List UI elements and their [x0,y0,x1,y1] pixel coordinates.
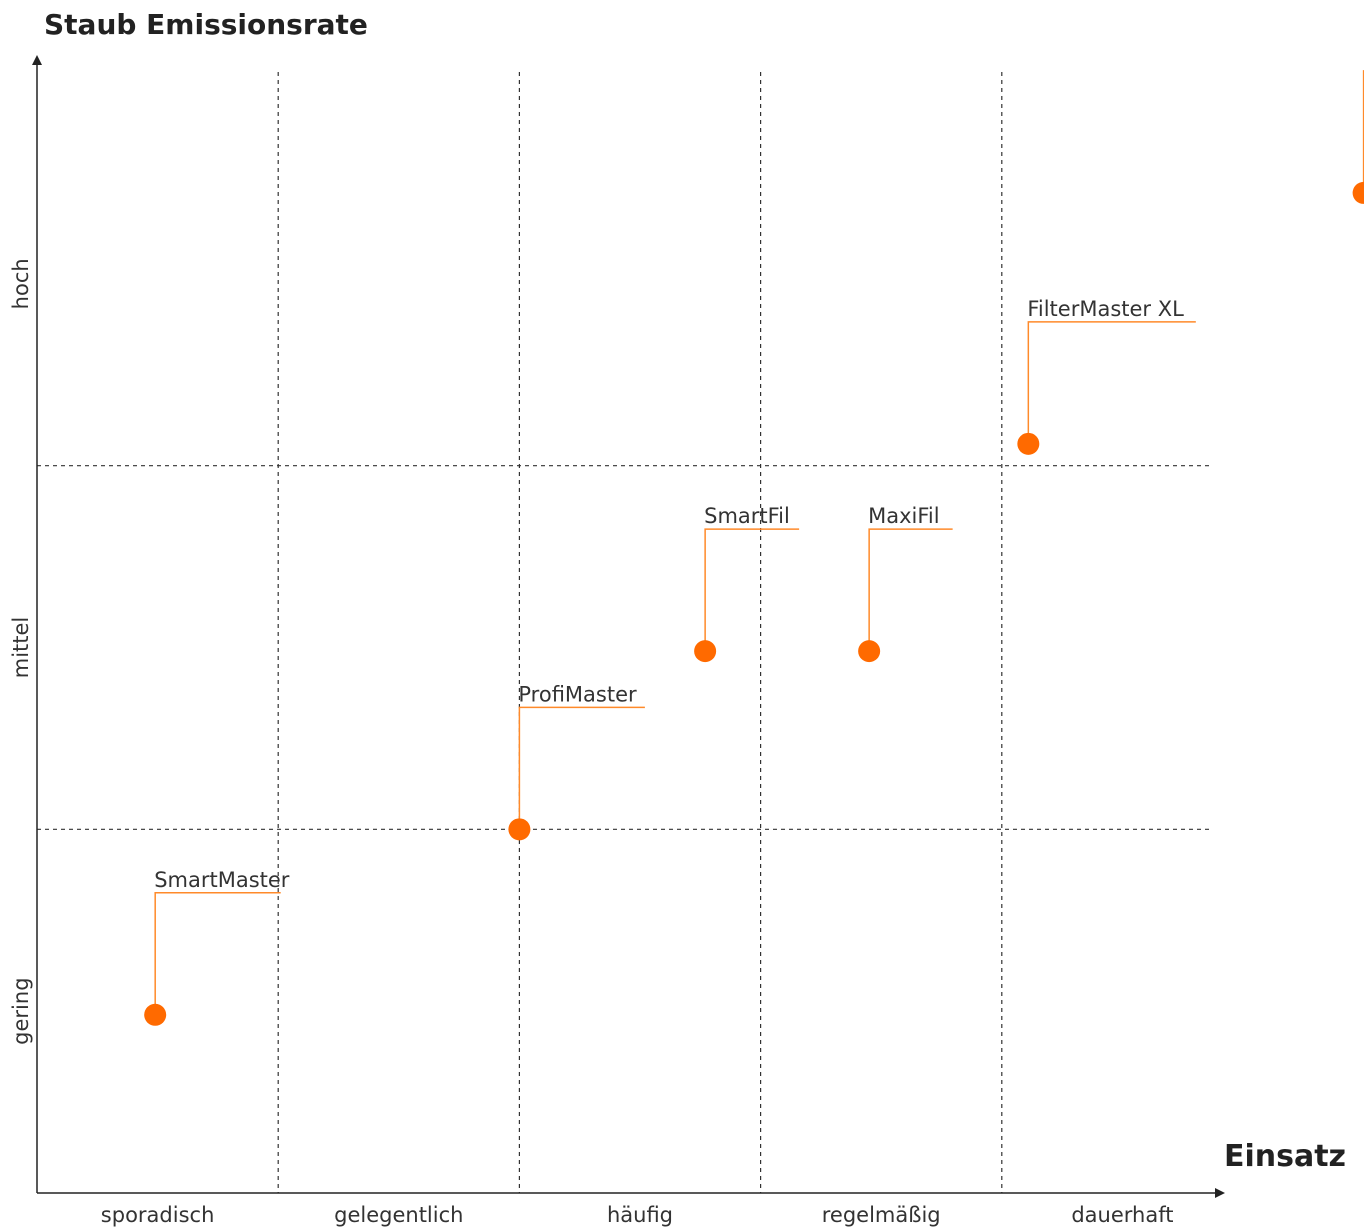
leader-line [868,528,953,652]
x-tick-label: dauerhaft [1071,1203,1173,1227]
leader-line [154,892,281,1015]
data-point-label: MaxiFil Clean [1363,46,1364,70]
x-tick-label: gelegentlich [334,1203,463,1227]
data-point-label: ProfiMaster [518,682,637,706]
data-point-label: MaxiFil [868,504,939,528]
data-points: SmartMaster ProfiMaster SmartFil MaxiFil Fil… [144,46,1364,1026]
leader-line [518,706,645,830]
data-point-label: FilterMaster XL [1027,297,1184,321]
x-tick-labels: sporadisch gelegentlich häufig regelmäßig da… [101,1203,1174,1227]
y-tick-label: mittel [9,617,33,679]
x-axis-title: Einsatz [1224,1139,1346,1174]
y-tick-label: gering [9,977,33,1044]
chart-title: Staub Emissionsrate [44,8,368,41]
leader-line [704,528,800,652]
data-point-label: SmartMaster [154,868,290,892]
leader-line [1027,321,1196,444]
x-tick-label: sporadisch [101,1203,215,1227]
x-tick-label: häufig [607,1203,673,1227]
data-point [508,818,531,841]
data-point [144,1003,167,1026]
y-tick-labels: gering mittel hoch [9,258,33,1045]
data-point [1352,181,1364,204]
data-point-label: SmartFil [704,504,790,528]
y-tick-label: hoch [9,258,33,309]
grid [37,72,1210,1193]
x-tick-label: regelmäßig [822,1203,941,1227]
data-point [694,640,717,663]
data-point [1017,432,1040,455]
data-point [858,640,881,663]
